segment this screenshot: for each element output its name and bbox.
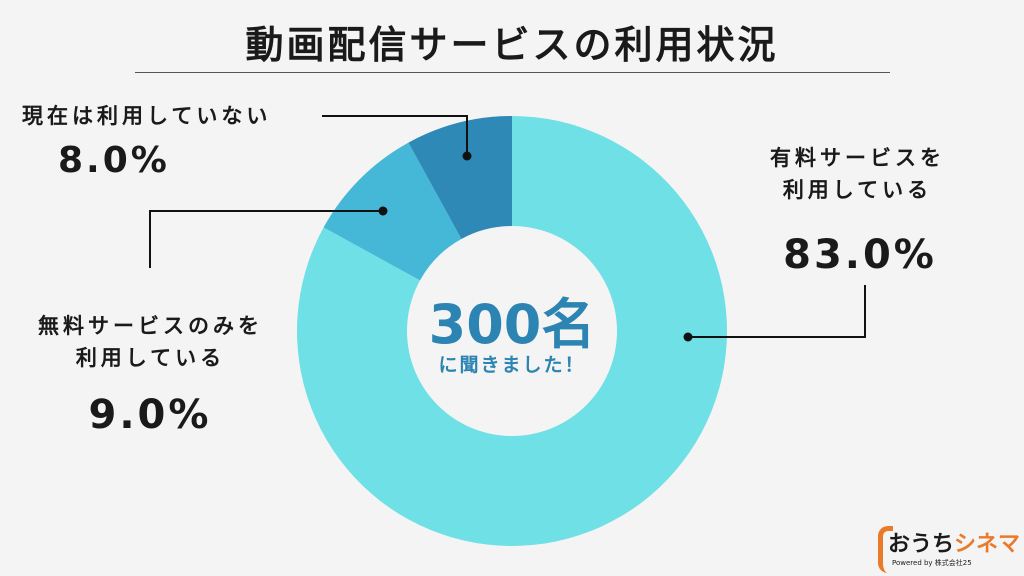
value-label-paid: 83.0% <box>783 232 937 278</box>
leader-line-paid <box>688 285 866 338</box>
logo-name-1: おうち <box>888 532 955 557</box>
label-none: 現在は利用していない <box>22 100 322 132</box>
leader-line-free <box>149 210 383 268</box>
slice-free <box>323 142 462 281</box>
label-paid: 有料サービスを 利用している <box>745 142 970 206</box>
slice-paid <box>296 116 727 546</box>
center-subtitle: に聞きました！ <box>438 354 586 376</box>
leader-dot-none <box>462 151 472 161</box>
label-paid-line2: 利用している <box>782 178 933 202</box>
value-label-none: 8.0% <box>58 140 170 181</box>
leader-line-none <box>322 115 468 156</box>
title-divider <box>135 72 890 73</box>
label-none-line1: 現在は利用していない <box>22 104 272 128</box>
label-free-line2: 利用している <box>75 346 226 370</box>
tv-icon <box>878 526 893 573</box>
label-free: 無料サービスのみを 利用している <box>8 310 293 374</box>
leader-dot-free <box>378 206 388 216</box>
chart-title: 動画配信サービスの利用状況 <box>245 23 779 67</box>
logo-powered: Powered by 株式会社25 <box>892 559 972 567</box>
slice-none <box>408 116 512 239</box>
label-paid-line1: 有料サービスを <box>770 146 945 170</box>
center-count: 300名 <box>428 293 596 356</box>
label-free-line1: 無料サービスのみを <box>38 314 263 338</box>
logo-name-2: シネマ <box>954 532 1021 557</box>
logo: おうちシネマ Powered by 株式会社25 <box>872 518 1022 574</box>
leader-dot-paid <box>683 332 693 342</box>
value-label-free: 9.0% <box>88 392 212 438</box>
